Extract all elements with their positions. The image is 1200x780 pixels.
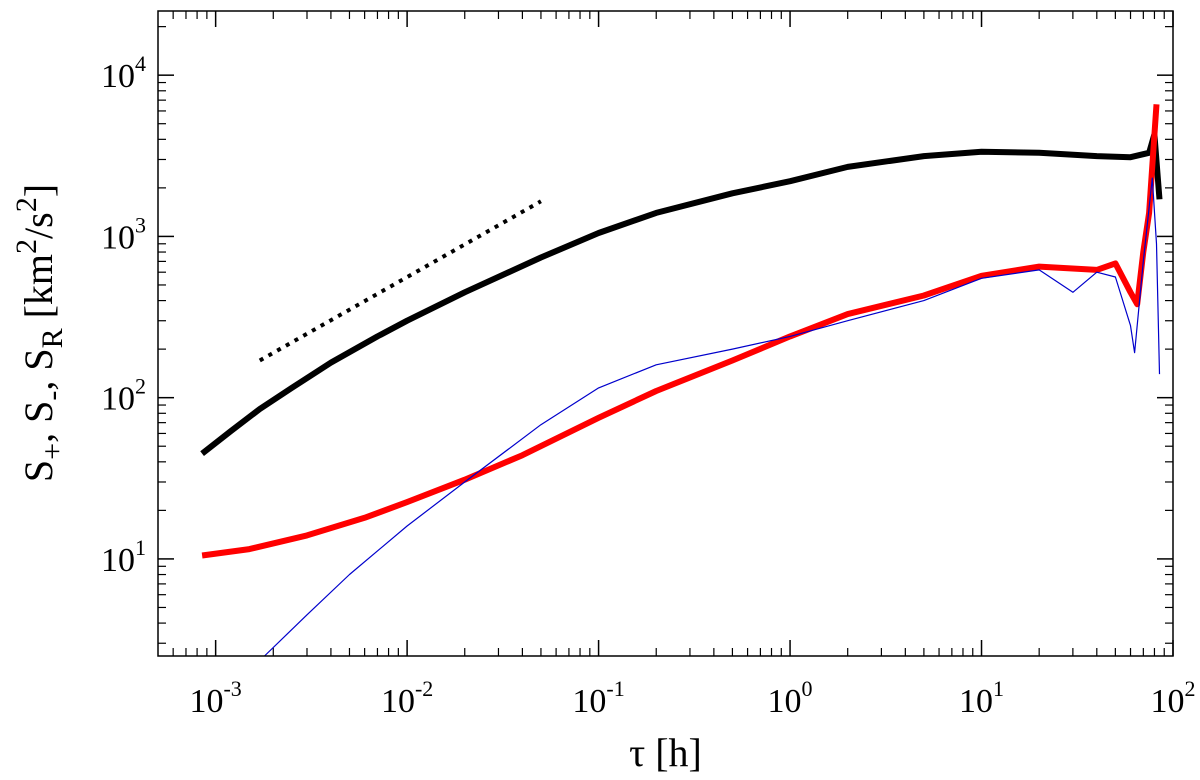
plot-frame	[157, 10, 1174, 657]
y-axis-title: S+, S-, SR [km2/s2]	[10, 184, 69, 482]
y-tick-label: 101	[101, 535, 146, 579]
y-tick-labels: 101 102 103 104	[101, 51, 146, 579]
series-line-splus	[200, 131, 1163, 456]
minor-ticks	[158, 11, 1173, 656]
series-line-reference-slope	[258, 199, 542, 363]
x-tick-label: 102	[1151, 676, 1196, 720]
x-tick-labels: 10-3 10-2 10-1 100 101 102	[189, 676, 1195, 720]
y-axis-label: S+, S-, SR [km2/s2]	[10, 184, 69, 482]
x-tick-label: 10-3	[189, 676, 241, 720]
x-tick-label: 10-1	[572, 676, 624, 720]
series-layer	[200, 104, 1163, 657]
y-tick-label: 103	[101, 212, 146, 256]
y-tick-label: 102	[101, 374, 146, 418]
x-axis-label: τ [h]	[629, 730, 702, 775]
series-line-sr	[264, 177, 1161, 657]
x-tick-label: 10-2	[381, 676, 433, 720]
x-tick-label: 101	[959, 676, 1004, 720]
major-ticks	[158, 11, 1174, 656]
x-axis-title: τ [h]	[629, 730, 702, 775]
x-tick-label: 100	[768, 676, 813, 720]
series-line-sminus	[201, 104, 1160, 559]
y-tick-label: 104	[101, 51, 146, 95]
